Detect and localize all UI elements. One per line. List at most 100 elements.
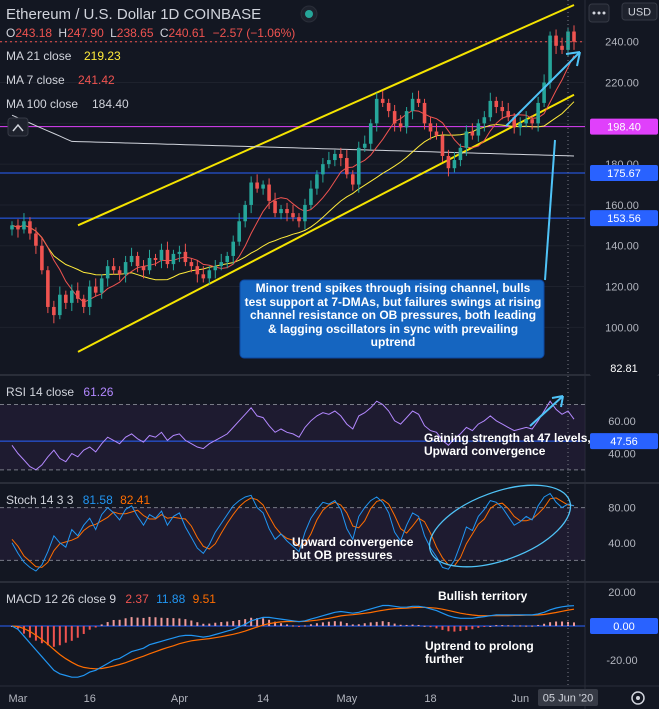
moving-averages <box>11 55 575 303</box>
candle-body <box>398 123 403 128</box>
rsi-arrow <box>529 395 564 427</box>
more-options-button[interactable] <box>588 3 610 23</box>
candle-body <box>279 209 283 214</box>
candle-body <box>46 270 50 307</box>
macd-hist-bar <box>64 625 67 643</box>
macd-hist-bar <box>274 621 277 626</box>
candle-body <box>464 131 469 148</box>
macd-hist-bar <box>148 616 151 626</box>
macd-hist-bar <box>327 621 330 626</box>
macd-hist-bar <box>238 619 241 626</box>
macd-hist-bar <box>130 617 133 626</box>
rising-channel <box>77 4 575 353</box>
candle-body <box>524 119 528 124</box>
macd-hist-bar <box>555 621 558 626</box>
candle-body <box>237 221 241 242</box>
candle-body <box>201 274 206 279</box>
macd-hist-bar <box>190 620 193 626</box>
price-tick-label: 100.00 <box>605 322 639 334</box>
candle-body <box>99 278 104 293</box>
chevron-up-icon <box>12 123 24 132</box>
macd-hist-bar <box>124 618 127 626</box>
gear-icon <box>631 691 645 705</box>
callout-pointer-arrow <box>544 139 556 281</box>
candle-body <box>518 123 522 128</box>
ma21-legend[interactable]: MA 21 close 219.23 <box>6 49 121 63</box>
ma21-value: 219.23 <box>84 49 121 63</box>
macd-hist-bar <box>46 625 49 646</box>
candle-body <box>339 153 343 159</box>
candle-body <box>123 262 128 275</box>
macd-hist-bar <box>40 625 43 644</box>
macd-hist-bar <box>250 617 253 626</box>
date-badge: 05 Jun '20 <box>538 689 598 706</box>
stoch-tick-label: 40.00 <box>608 538 636 550</box>
macd-hist-bar <box>519 625 522 627</box>
macd-hist-bar <box>70 625 73 641</box>
candle-body <box>141 266 146 271</box>
candle-body <box>285 209 289 214</box>
macd-hist-bar <box>303 625 306 627</box>
candle-body <box>488 100 493 118</box>
stoch-tick-label: 80.00 <box>608 503 636 515</box>
dots-icon <box>592 11 596 15</box>
candle-body <box>350 174 355 185</box>
stoch-d-line <box>11 497 575 568</box>
macd-hist-bar <box>58 625 61 646</box>
macd-hist-bar <box>345 623 348 626</box>
stoch-note: Upward convergence but OB pressures <box>292 536 414 562</box>
candle-body <box>548 35 552 83</box>
candle-body <box>554 35 558 46</box>
candle-body <box>458 147 463 161</box>
macd-zero-tag-bg <box>590 617 658 634</box>
channel-upper-line <box>77 4 575 227</box>
ma7-line <box>11 55 575 303</box>
candle-body <box>542 82 546 103</box>
ma7-legend[interactable]: MA 7 close 241.42 <box>6 73 115 87</box>
candle-body <box>153 257 158 261</box>
candle-body <box>267 184 271 201</box>
candle-body <box>34 233 38 246</box>
candle-body <box>321 164 325 175</box>
price-tags: 198.40 175.67 153.56 82.81 <box>590 118 658 376</box>
candle-body <box>494 100 499 108</box>
collapse-legend-button[interactable] <box>7 117 29 137</box>
candle-body <box>10 225 14 230</box>
ma100-line <box>11 114 575 157</box>
macd-hist-bar <box>387 622 390 626</box>
candle-body <box>75 290 80 299</box>
macd-hist-bar <box>280 623 283 626</box>
candle-body <box>482 117 487 124</box>
candle-body <box>22 221 26 230</box>
macd-hist-bar <box>435 625 438 629</box>
candle-body <box>476 123 481 136</box>
macd-hist-bar <box>357 624 360 626</box>
currency-button[interactable]: USD <box>621 2 658 21</box>
candle-body <box>422 102 427 124</box>
macd-hist-bar <box>423 625 426 627</box>
status-green-icon <box>305 10 313 18</box>
price-tag-label: 175.67 <box>607 168 641 180</box>
candle-body <box>291 213 295 218</box>
macd-hist-bar <box>363 623 366 626</box>
candle-body <box>81 298 86 307</box>
rsi-note: Gaining strength at 47 levels, Upward co… <box>424 432 591 458</box>
candle-body <box>207 270 212 279</box>
macd-hist-bar <box>166 617 169 626</box>
uptrend-arrow <box>505 51 581 127</box>
macd-note-bottom: Uptrend to prolong further <box>425 640 534 666</box>
candle-body <box>536 102 540 124</box>
price-tick-label: 240.00 <box>605 37 639 49</box>
symbol-title: Ethereum / U.S. Dollar 1D COINBASE <box>6 6 261 23</box>
settings-button[interactable] <box>631 691 645 705</box>
candle-body <box>327 160 331 165</box>
macd-hist-bar <box>417 624 420 626</box>
ma100-legend[interactable]: MA 100 close 184.40 <box>6 97 129 111</box>
ma7-label: MA 7 close <box>6 73 65 87</box>
macd-hist-bar <box>495 625 498 627</box>
candle-body <box>219 262 224 267</box>
ma100-label: MA 100 close <box>6 97 78 111</box>
macd-hist-bar <box>405 624 408 626</box>
macd-hist-bar <box>501 625 504 627</box>
